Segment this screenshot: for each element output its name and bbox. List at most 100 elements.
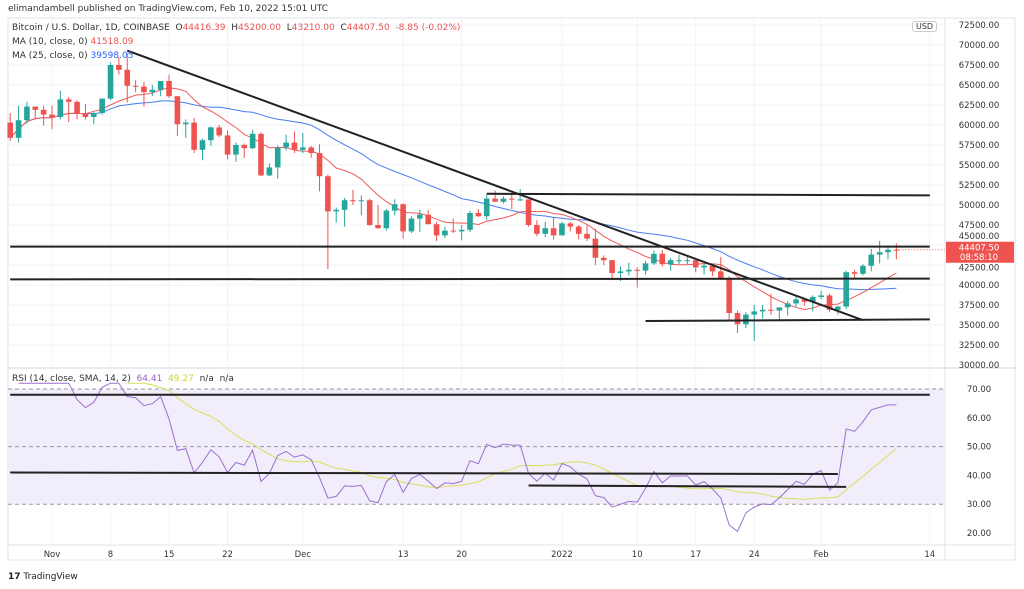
candle-body [325,176,331,212]
candle-body [166,81,172,97]
price-tick-label: 60000.00 [959,121,1000,131]
low-value: 43210.00 [291,23,335,33]
candle-body [316,153,323,177]
candle [291,131,298,153]
currency-badge[interactable]: USD [912,21,938,32]
price-tick-label: 70000.00 [959,41,1000,51]
ma25-line [9,100,897,291]
time-tick-label: 2022 [551,550,573,560]
trendline [126,49,864,322]
time-tick-label: 15 [164,550,175,560]
candle-body [408,218,415,232]
time-tick-label: 10 [632,550,643,560]
candle-body [751,311,758,315]
candle-body [433,224,440,236]
price-tick-label: 67500.00 [959,61,1000,71]
candle [584,225,590,241]
candle-body [584,233,590,239]
rsi-tick-label: 50.00 [967,443,991,453]
symbol-name: Bitcoin / U.S. Dollar, 1D, COINBASE [12,23,170,33]
candle-body [651,253,657,264]
candle-body [458,229,465,232]
candle [199,138,206,161]
candle [233,142,239,162]
candle [776,307,783,321]
candle-body [450,230,457,232]
candle-body [74,101,80,114]
candle [609,260,615,281]
price-tick-label: 37500.00 [959,301,1000,311]
low-label: L [286,23,292,33]
ma10-legend[interactable]: MA (10, close, 0) 41518.09 [12,35,460,49]
candle-body [500,198,507,202]
candle [709,264,716,277]
candle-body [91,113,97,117]
candle-body [224,135,231,155]
candle-body [7,122,13,138]
candle [600,255,607,265]
candle-body [132,85,139,87]
candle [734,310,741,333]
candle [525,199,532,227]
candle [99,98,105,115]
candle [400,203,406,239]
candle-body [258,133,264,176]
high-label: H [231,23,239,33]
price-tag [946,241,1014,263]
price-tick-label: 42500.00 [959,264,1000,274]
candle-body [417,214,423,219]
ma25-legend[interactable]: MA (25, close, 0) 39598.05 [12,49,460,63]
candle-body [550,228,557,236]
candle-body [291,142,298,150]
candle [818,290,824,300]
rsi-legend[interactable]: RSI (14, close, SMA, 14, 2) 64.41 49.27 … [12,374,234,384]
candle-body [667,260,674,265]
tradingview-logo[interactable]: 17 TradingView [8,572,78,582]
candle-body [634,269,640,271]
open-value: 44416.39 [182,23,226,33]
tv-logo-icon: 17 [8,572,21,582]
candle [32,106,39,120]
candle-body [793,299,799,304]
candle [559,221,565,236]
candle-body [15,120,22,138]
price-tick-label: 72500.00 [959,21,1000,31]
candle [241,143,248,158]
price-tag-value: 44407.50 [959,244,1000,254]
candle [258,132,264,177]
candle-body [49,114,55,117]
trendline [10,277,930,281]
candle-body [851,272,858,274]
candle-body [609,260,615,273]
candle-body [559,223,565,236]
candle [74,100,80,120]
candle-body [157,81,164,90]
candle-body [801,299,808,302]
rsi-trendline [10,471,838,475]
price-tag-countdown: 08:58:10 [960,253,998,263]
candle [333,207,340,223]
candle-body [692,260,699,268]
candle-body [534,225,540,234]
close-label: C [340,23,347,33]
time-tick-label: Dec [295,550,312,560]
candle [768,293,774,315]
candle-body [149,89,156,93]
rsi-tick-label: 60.00 [967,414,991,424]
candle-body [32,106,39,110]
candle [182,119,189,138]
candle-body [333,209,340,212]
candle-body [350,200,356,202]
candle-body [876,252,883,255]
candle [442,226,448,238]
candle-body [743,314,749,325]
time-tick-label: 13 [398,550,409,560]
candle-body [868,254,875,266]
candle [350,189,356,205]
candle [65,97,72,122]
candle [885,246,891,260]
candle [667,257,674,271]
candle-body [182,122,189,125]
